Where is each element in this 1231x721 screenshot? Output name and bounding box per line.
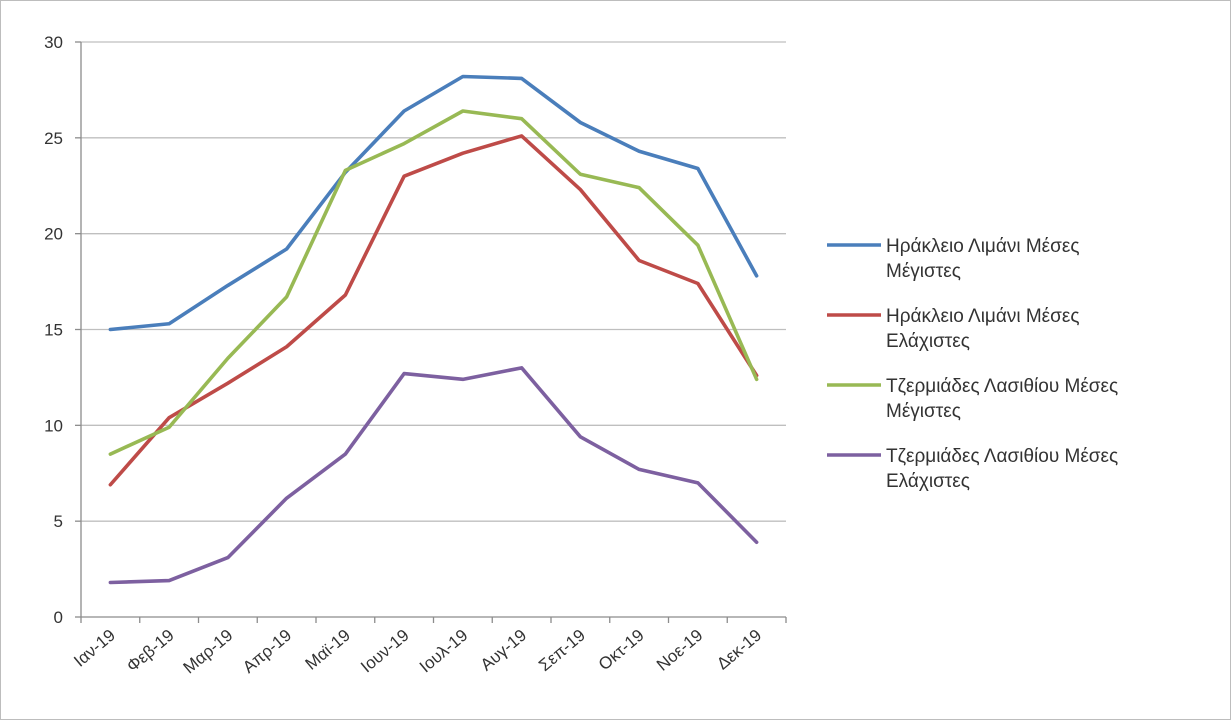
legend-label: Ηράκλειο Λιμάνι Μέσες [886,306,1080,327]
x-tick-label: Μαρ-19 [180,626,237,678]
y-tick-label: 10 [44,416,63,435]
legend-label: Μέγιστες [886,261,961,282]
series-lines [108,74,759,585]
y-axis-ticks: 0 5 10 15 20 25 30 [44,33,81,627]
y-tick-label: 25 [44,129,63,148]
x-tick-label: Νοε-19 [653,626,706,675]
y-tick-label: 0 [54,608,63,627]
series-line-1 [108,74,759,332]
series-line-4 [108,366,759,585]
series-line-2 [108,134,759,487]
x-tick-label: Αυγ-19 [477,626,530,675]
legend: Ηράκλειο Λιμάνι Μέσες Μέγιστες Ηράκλειο Λι… [827,236,1118,492]
legend-label: Τζερμιάδες Λασιθίου Μέσες [886,446,1118,467]
x-tick-label: Οκτ-19 [595,626,648,675]
y-tick-label: 5 [54,512,63,531]
x-tick-label: Δεκ-19 [713,626,765,674]
x-tick-label: Απρ-19 [239,626,295,677]
x-tick-label: Φεβ-19 [123,626,178,676]
series-line-3 [108,109,759,456]
y-tick-label: 20 [44,225,63,244]
gridlines [81,41,786,522]
x-tick-label: Ιουν-19 [357,626,413,677]
legend-label: Μέγιστες [886,401,961,422]
y-tick-label: 30 [44,33,63,52]
legend-label: Ελάχιστες [886,331,970,352]
legend-label: Ηράκλειο Λιμάνι Μέσες [886,236,1080,257]
y-tick-label: 15 [44,321,63,340]
legend-label: Ελάχιστες [886,471,970,492]
x-tick-label: Σεπ-19 [535,626,589,676]
x-tick-label: Μαϊ-19 [302,626,354,674]
legend-label: Τζερμιάδες Λασιθίου Μέσες [886,376,1118,397]
x-tick-label: Ιαν-19 [70,626,119,671]
x-tick-label: Ιουλ-19 [416,626,472,677]
